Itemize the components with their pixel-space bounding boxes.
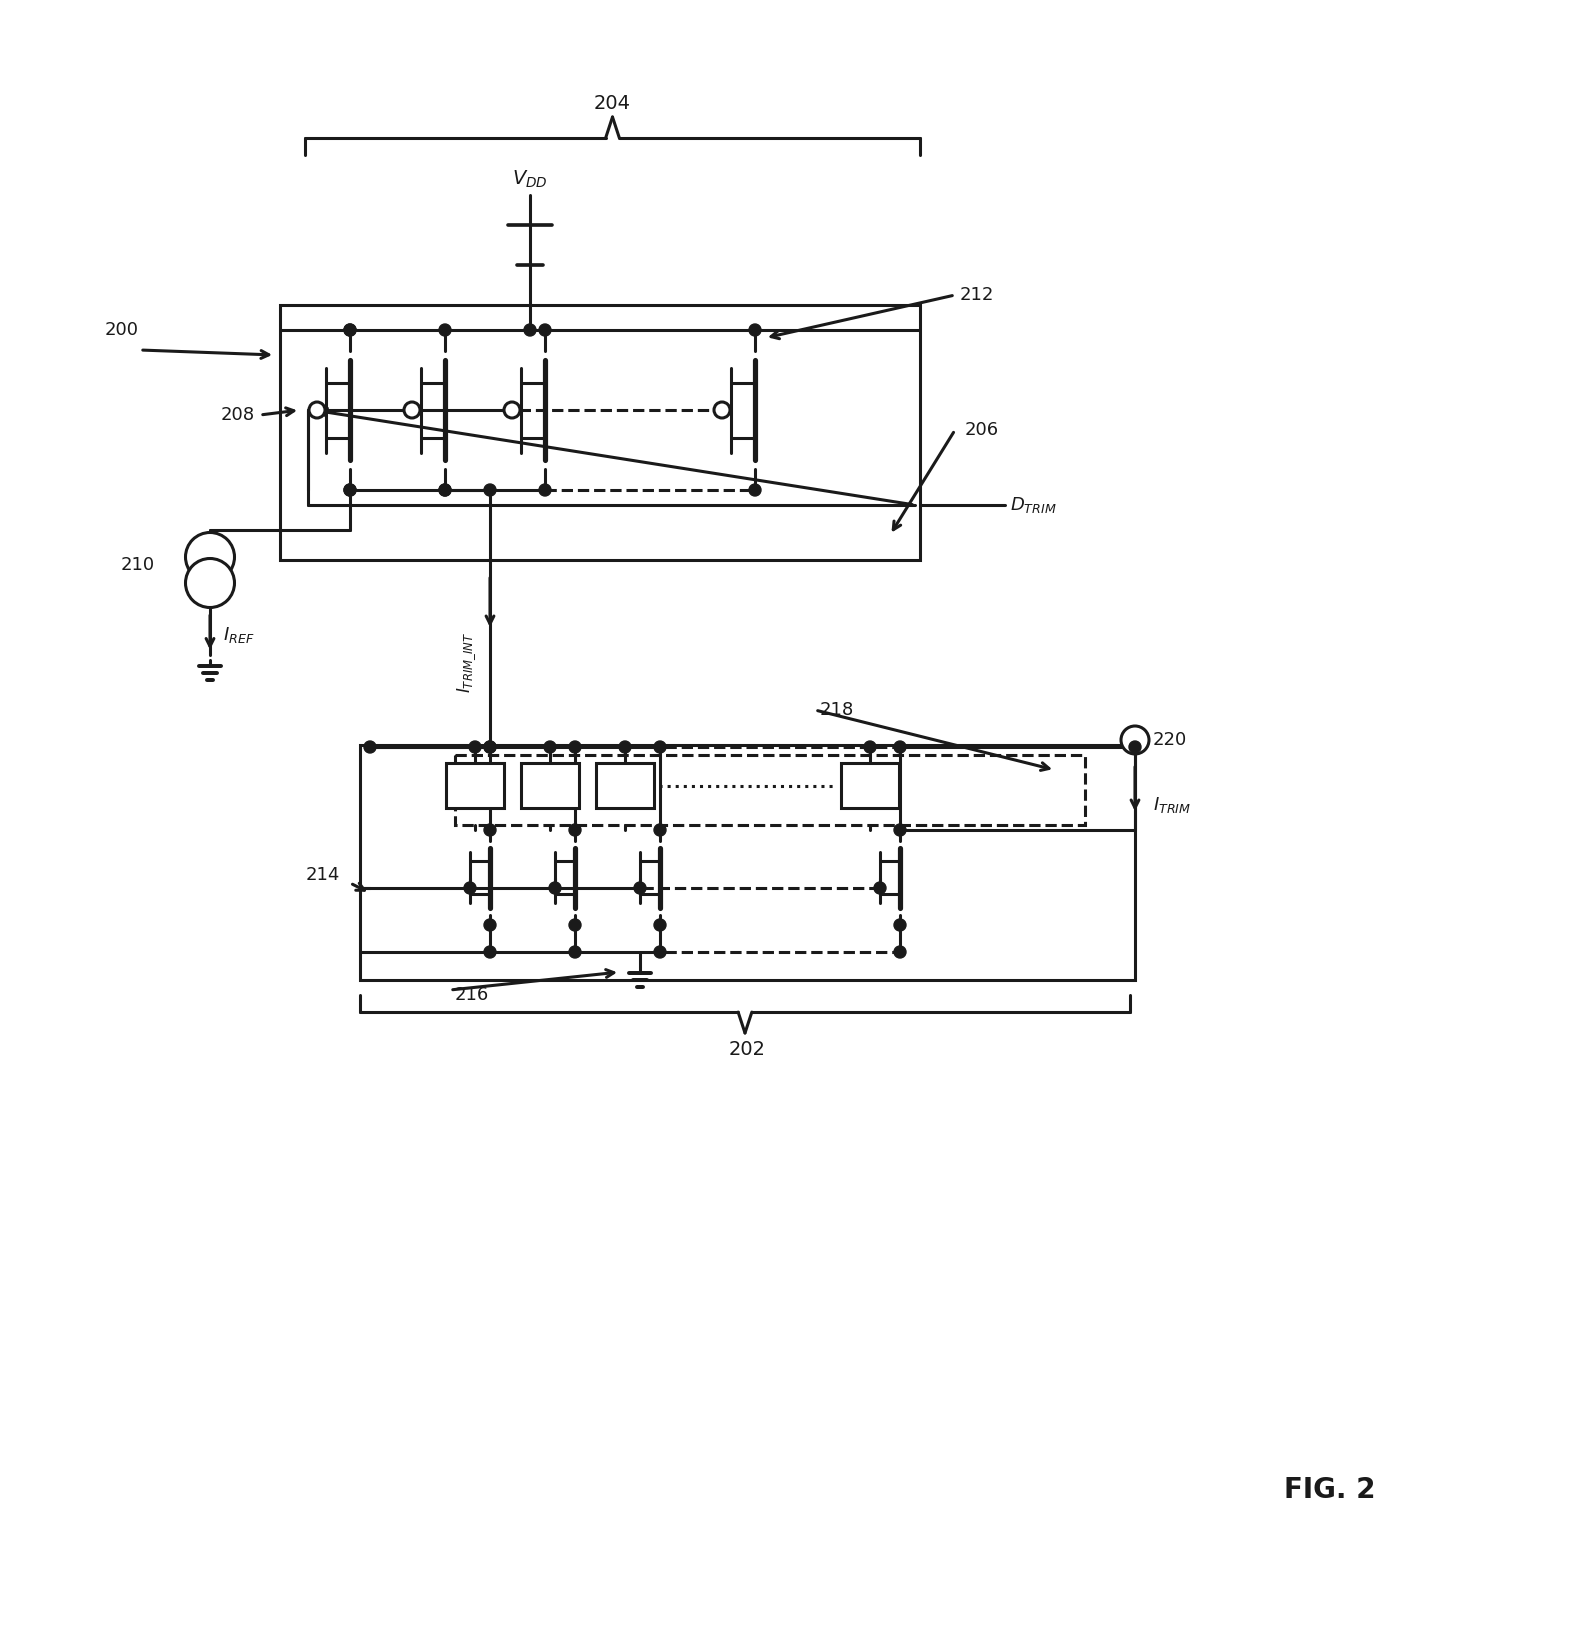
Bar (455, 755, 1085, 825)
Circle shape (484, 946, 496, 958)
Text: 202: 202 (728, 1039, 766, 1059)
Circle shape (439, 484, 450, 497)
Circle shape (344, 324, 355, 337)
Circle shape (1121, 725, 1148, 753)
Text: 208: 208 (220, 405, 255, 423)
Text: 206: 206 (964, 422, 999, 440)
Circle shape (309, 402, 325, 418)
Text: 218: 218 (820, 701, 855, 719)
Circle shape (749, 484, 761, 497)
Circle shape (569, 946, 580, 958)
Text: $D_{TRIM}$: $D_{TRIM}$ (1010, 495, 1056, 515)
Circle shape (874, 882, 887, 894)
Text: FIG. 2: FIG. 2 (1285, 1476, 1375, 1503)
Bar (596, 763, 653, 807)
Circle shape (634, 882, 646, 894)
Circle shape (864, 740, 875, 753)
Circle shape (186, 559, 235, 608)
Circle shape (1129, 740, 1140, 753)
Circle shape (539, 484, 550, 497)
Text: 212: 212 (960, 286, 994, 304)
Text: 200: 200 (105, 320, 140, 338)
Circle shape (549, 882, 561, 894)
Circle shape (619, 740, 631, 753)
Circle shape (653, 946, 666, 958)
Circle shape (404, 402, 420, 418)
Circle shape (365, 740, 376, 753)
Circle shape (895, 918, 906, 931)
Text: 204: 204 (593, 95, 631, 113)
Circle shape (439, 324, 450, 337)
Bar (360, 745, 1136, 980)
Bar (281, 306, 920, 560)
Text: $V_{DD}$: $V_{DD}$ (512, 168, 547, 190)
Circle shape (895, 824, 906, 837)
Text: $I_{TRIM\_INT}$: $I_{TRIM\_INT}$ (455, 632, 477, 693)
Text: 214: 214 (306, 866, 339, 884)
Circle shape (523, 324, 536, 337)
Text: 220: 220 (1153, 730, 1188, 748)
Circle shape (544, 740, 557, 753)
Circle shape (186, 533, 235, 582)
Circle shape (569, 824, 580, 837)
Text: 210: 210 (121, 556, 155, 574)
Text: $I_{REF}$: $I_{REF}$ (224, 624, 254, 645)
Circle shape (895, 946, 906, 958)
Bar (520, 763, 579, 807)
Circle shape (749, 324, 761, 337)
Circle shape (484, 740, 496, 753)
Circle shape (439, 484, 450, 497)
Circle shape (469, 740, 481, 753)
Text: 216: 216 (455, 985, 488, 1003)
Circle shape (484, 824, 496, 837)
Circle shape (344, 484, 355, 497)
Circle shape (484, 740, 496, 753)
Circle shape (569, 918, 580, 931)
Circle shape (714, 402, 730, 418)
Circle shape (484, 918, 496, 931)
Circle shape (895, 740, 906, 753)
Circle shape (653, 918, 666, 931)
Bar (446, 763, 504, 807)
Circle shape (465, 882, 476, 894)
Text: $I_{TRIM}$: $I_{TRIM}$ (1153, 796, 1191, 815)
Circle shape (653, 740, 666, 753)
Bar (841, 763, 899, 807)
Circle shape (539, 324, 550, 337)
Circle shape (653, 824, 666, 837)
Circle shape (344, 324, 355, 337)
Circle shape (569, 740, 580, 753)
Circle shape (484, 484, 496, 497)
Circle shape (504, 402, 520, 418)
Circle shape (344, 484, 355, 497)
